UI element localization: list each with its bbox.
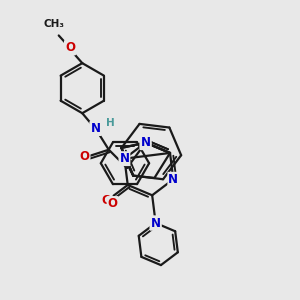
Text: N: N xyxy=(119,152,129,165)
Text: CH₃: CH₃ xyxy=(44,19,65,29)
Text: N: N xyxy=(141,136,151,149)
Text: CH₃: CH₃ xyxy=(44,19,65,29)
Text: H: H xyxy=(106,118,115,128)
Text: N: N xyxy=(151,217,160,230)
Text: O: O xyxy=(65,41,75,54)
Text: H: H xyxy=(106,118,115,128)
Text: O: O xyxy=(65,41,75,54)
Text: N: N xyxy=(151,217,160,230)
Text: O: O xyxy=(108,197,118,210)
Text: O: O xyxy=(102,194,112,208)
Text: N: N xyxy=(91,122,100,135)
Text: N: N xyxy=(91,122,100,135)
Text: N: N xyxy=(141,136,151,149)
Text: N: N xyxy=(168,173,178,186)
Text: O: O xyxy=(79,150,89,163)
Text: O: O xyxy=(79,150,89,163)
